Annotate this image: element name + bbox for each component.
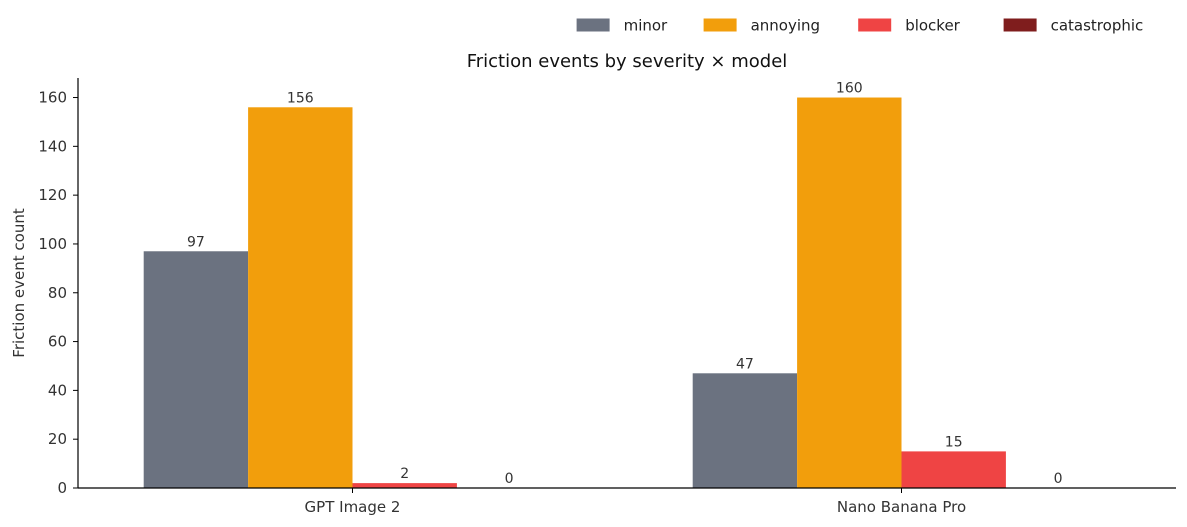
x-axis-ticks: GPT Image 2 Nano Banana Pro: [305, 488, 966, 516]
y-tick-label: 120: [38, 186, 67, 204]
y-tick-label: 0: [57, 479, 67, 497]
bar-minor-gpt-image-2: [143, 251, 249, 488]
y-tick-label: 140: [38, 137, 67, 155]
data-label-catastrophic-nano-banana-pro: 0: [1054, 471, 1063, 487]
legend: minor annoying blocker catastrophic: [576, 17, 1144, 35]
bar-annoying-gpt-image-2: [248, 107, 353, 489]
y-axis-ticks: 0 20 40 60 80 100 120 140 160: [38, 89, 78, 497]
bar-blocker-gpt-image-2: [352, 483, 457, 488]
bar-blocker-nano-banana-pro: [901, 451, 1006, 488]
legend-item-blocker: blocker: [858, 17, 961, 35]
legend-item-catastrophic: catastrophic: [1003, 17, 1144, 35]
data-label-catastrophic-gpt-image-2: 0: [505, 471, 514, 487]
x-tick-label: Nano Banana Pro: [837, 498, 966, 516]
x-tick-label: GPT Image 2: [305, 498, 401, 516]
y-tick-label: 60: [48, 333, 67, 351]
data-label-minor-nano-banana-pro: 47: [736, 356, 754, 372]
legend-swatch: [703, 18, 737, 32]
y-axis-label: Friction event count: [10, 208, 28, 358]
legend-swatch: [576, 18, 610, 32]
legend-label: minor: [624, 17, 668, 35]
data-label-annoying-gpt-image-2: 156: [287, 90, 314, 106]
data-label-blocker-gpt-image-2: 2: [400, 466, 409, 482]
legend-item-minor: minor: [576, 17, 668, 35]
y-tick-label: 40: [48, 381, 67, 399]
legend-label: annoying: [751, 17, 820, 35]
bar-minor-nano-banana-pro: [692, 373, 798, 488]
legend-swatch: [858, 18, 892, 32]
chart-title: Friction events by severity × model: [467, 51, 788, 72]
data-label-annoying-nano-banana-pro: 160: [836, 81, 863, 97]
legend-label: catastrophic: [1051, 17, 1144, 35]
data-label-minor-gpt-image-2: 97: [187, 234, 205, 250]
y-tick-label: 80: [48, 284, 67, 302]
bars: [143, 97, 1006, 489]
legend-label: blocker: [905, 17, 960, 35]
data-labels: 97 156 2 0 47 160 15 0: [187, 81, 1063, 487]
y-tick-label: 100: [38, 235, 67, 253]
data-label-blocker-nano-banana-pro: 15: [945, 434, 963, 450]
y-tick-label: 20: [48, 430, 67, 448]
legend-swatch: [1003, 18, 1037, 32]
legend-item-annoying: annoying: [703, 17, 820, 35]
y-tick-label: 160: [38, 89, 67, 107]
bar-annoying-nano-banana-pro: [797, 97, 902, 489]
